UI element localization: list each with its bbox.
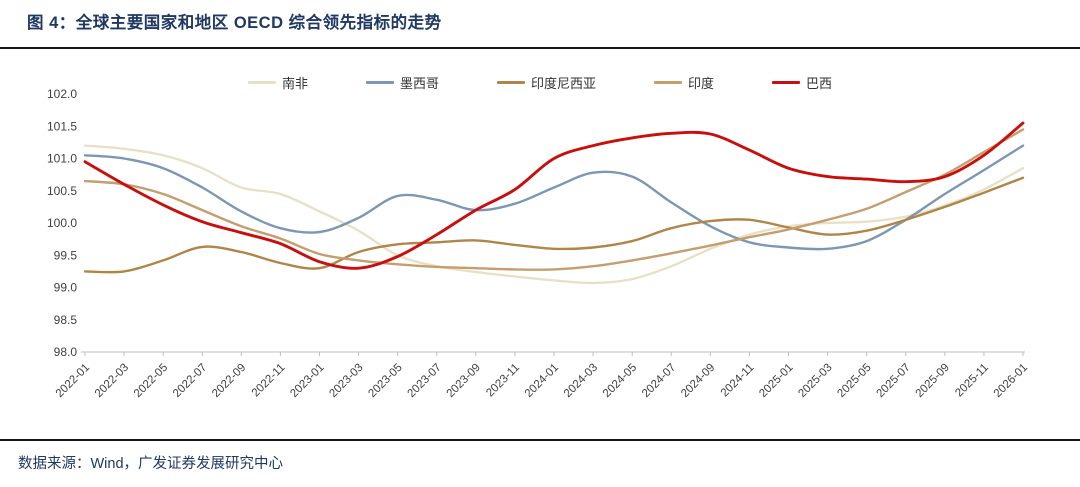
figure-title: 图 4：全球主要国家和地区 OECD 综合领先指标的走势 [27,14,442,32]
series-line-0 [83,144,1025,285]
x-tick-label: 2025-07 [875,362,913,400]
y-tick-label: 99.0 [54,281,78,295]
oecd-cli-line-chart: 98.0 98.5 99.0 99.5 100.0 100.5 101.0 101.5 102.… [47,87,1030,400]
legend-item-4: 巴西 [772,73,832,92]
series-line-1 [83,144,1025,251]
x-tick-label: 2024-01 [523,362,561,400]
chart-legend: 南非 墨西哥 印度尼西亚 印度 巴西 [0,73,1080,92]
y-tick-label: 100.5 [47,184,77,198]
y-tick-label: 101.0 [47,152,77,166]
x-tick-label: 2024-05 [601,362,639,400]
x-tick-label: 2022-09 [210,362,248,400]
legend-label: 南非 [281,76,308,91]
x-tick-label: 2024-07 [640,362,678,400]
legend-swatch-icon [247,81,276,84]
data-source-text: 数据来源：Wind，广发证券发展研究中心 [18,456,284,472]
y-tick-label: 101.5 [47,119,77,133]
x-tick-label: 2023-07 [406,362,444,400]
x-tick-label: 2025-01 [757,362,795,400]
legend-label: 印度 [688,76,715,91]
legend-item-0: 南非 [247,73,308,92]
y-tick-label: 99.5 [54,248,78,262]
y-tick-label: 98.5 [54,313,78,327]
x-tick-label: 2022-03 [93,362,131,400]
x-tick-label: 2023-09 [445,362,483,400]
x-tick-label: 2024-11 [719,362,757,400]
legend-swatch-icon [496,81,525,84]
x-tick-label: 2022-05 [132,362,170,400]
legend-swatch-icon [772,81,801,84]
legend-item-1: 墨西哥 [365,73,439,92]
y-tick-label: 102.0 [47,87,77,101]
legend-label: 墨西哥 [399,76,439,91]
x-tick-label: 2025-11 [953,362,991,400]
x-tick-label: 2022-11 [250,362,288,400]
x-tick-label: 2022-07 [171,362,209,400]
legend-swatch-icon [365,81,394,84]
x-tick-label: 2025-09 [914,362,952,400]
legend-item-3: 印度 [654,73,714,92]
x-tick-label: 2023-05 [366,362,404,400]
x-tick-label: 2025-05 [835,362,873,400]
series-line-2 [83,176,1025,274]
series-line-4 [83,121,1025,270]
x-tick-label: 2024-03 [562,362,600,400]
x-tick-label: 2023-01 [288,362,326,400]
series-line-3 [83,128,1025,271]
legend-swatch-icon [654,81,682,84]
title-divider [0,47,1080,49]
x-tick-label: 2024-09 [679,362,717,400]
legend-label: 印度尼西亚 [530,76,596,91]
source-divider [0,439,1080,441]
y-tick-label: 100.0 [47,216,77,230]
x-tick-label: 2025-03 [796,362,834,400]
x-tick-label: 2023-03 [327,362,365,400]
x-tick-label: 2026-01 [992,362,1030,400]
x-tick-label: 2023-11 [484,362,522,400]
y-tick-label: 98.0 [54,345,78,359]
x-tick-label: 2022-01 [54,362,92,400]
legend-item-2: 印度尼西亚 [496,73,596,92]
legend-label: 巴西 [806,76,833,91]
